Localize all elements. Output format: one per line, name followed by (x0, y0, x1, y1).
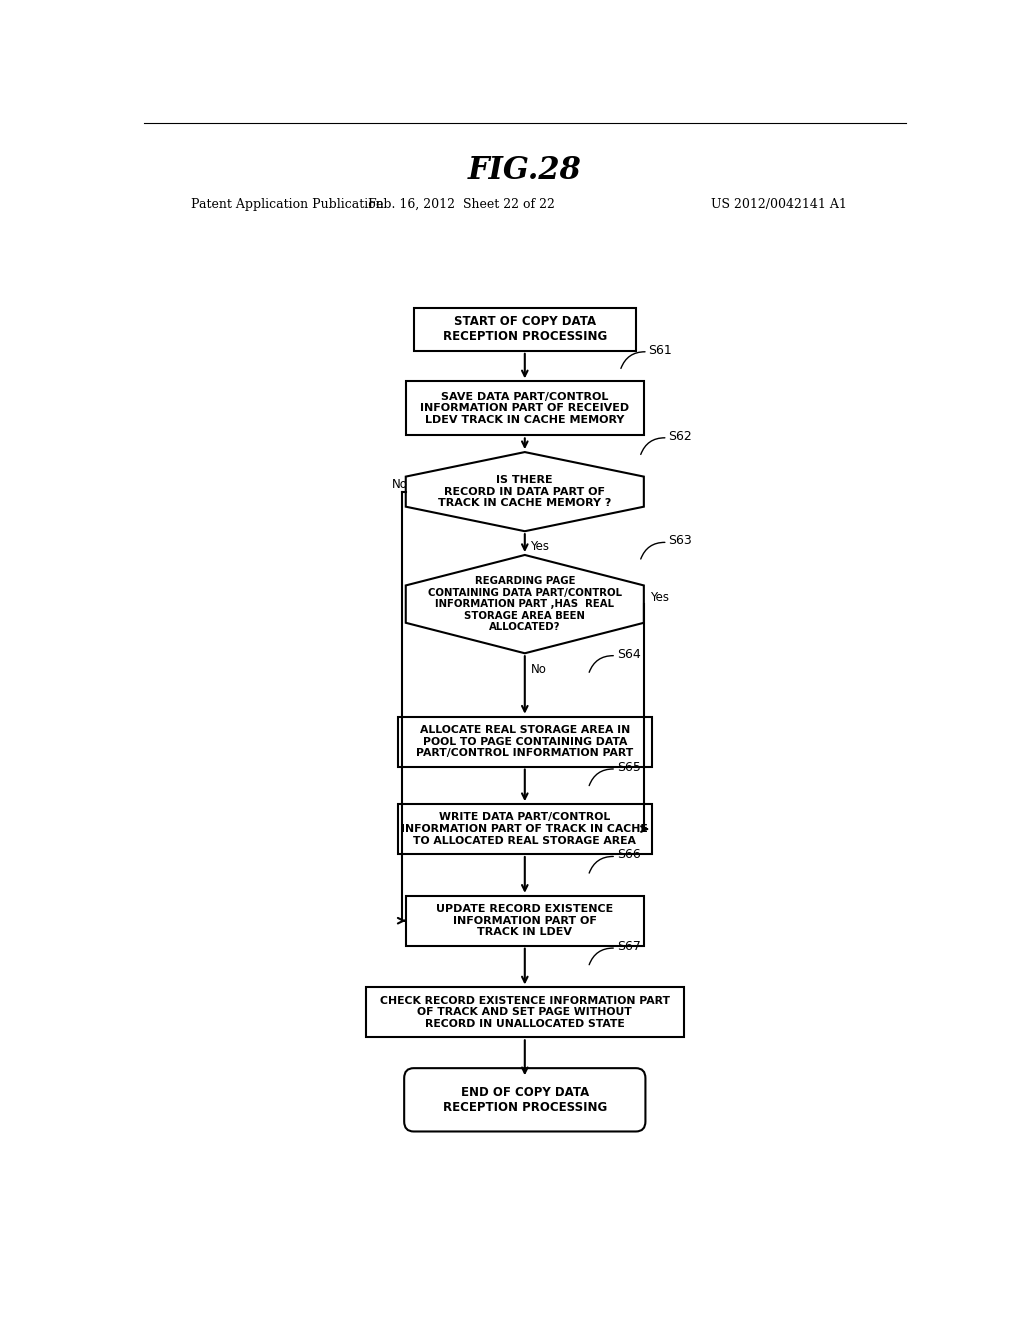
Text: IS THERE
RECORD IN DATA PART OF
TRACK IN CACHE MEMORY ?: IS THERE RECORD IN DATA PART OF TRACK IN… (438, 475, 611, 508)
Text: END OF COPY DATA
RECEPTION PROCESSING: END OF COPY DATA RECEPTION PROCESSING (442, 1086, 607, 1114)
Bar (367, 987, 684, 1038)
Text: S63: S63 (669, 535, 692, 548)
Text: FIG.28: FIG.28 (468, 154, 582, 186)
Text: UPDATE RECORD EXISTENCE
INFORMATION PART OF
TRACK IN LDEV: UPDATE RECORD EXISTENCE INFORMATION PART… (436, 904, 613, 937)
Polygon shape (406, 451, 644, 531)
Bar (397, 717, 651, 767)
Text: S66: S66 (616, 849, 641, 862)
Text: S64: S64 (616, 648, 641, 660)
Text: S62: S62 (669, 430, 692, 442)
Text: S67: S67 (616, 940, 641, 953)
Bar (397, 804, 651, 854)
Text: US 2012/0042141 A1: US 2012/0042141 A1 (711, 198, 847, 211)
Text: Patent Application Publication: Patent Application Publication (191, 198, 384, 211)
Text: No: No (391, 478, 408, 491)
Text: S65: S65 (616, 760, 641, 774)
FancyBboxPatch shape (404, 1068, 645, 1131)
Text: Feb. 16, 2012  Sheet 22 of 22: Feb. 16, 2012 Sheet 22 of 22 (368, 198, 555, 211)
Text: START OF COPY DATA
RECEPTION PROCESSING: START OF COPY DATA RECEPTION PROCESSING (442, 315, 607, 343)
Text: No: No (531, 663, 547, 676)
Text: REGARDING PAGE
CONTAINING DATA PART/CONTROL
INFORMATION PART ,HAS  REAL
STORAGE : REGARDING PAGE CONTAINING DATA PART/CONT… (428, 576, 622, 632)
Text: ALLOCATE REAL STORAGE AREA IN
POOL TO PAGE CONTAINING DATA
PART/CONTROL INFORMAT: ALLOCATE REAL STORAGE AREA IN POOL TO PA… (416, 725, 634, 758)
Bar (406, 381, 644, 436)
Text: Yes: Yes (650, 591, 670, 605)
Text: S61: S61 (648, 343, 673, 356)
Polygon shape (406, 554, 644, 653)
Text: Yes: Yes (529, 540, 549, 553)
Text: CHECK RECORD EXISTENCE INFORMATION PART
OF TRACK AND SET PAGE WITHOUT
RECORD IN : CHECK RECORD EXISTENCE INFORMATION PART … (380, 995, 670, 1030)
Bar (406, 896, 644, 945)
Text: WRITE DATA PART/CONTROL
INFORMATION PART OF TRACK IN CACHE
TO ALLOCATED REAL STO: WRITE DATA PART/CONTROL INFORMATION PART… (401, 812, 648, 846)
Bar (414, 308, 636, 351)
Text: SAVE DATA PART/CONTROL
INFORMATION PART OF RECEIVED
LDEV TRACK IN CACHE MEMORY: SAVE DATA PART/CONTROL INFORMATION PART … (420, 392, 630, 425)
